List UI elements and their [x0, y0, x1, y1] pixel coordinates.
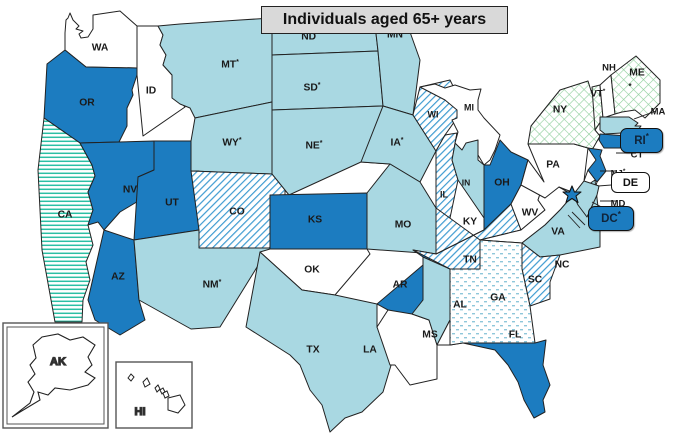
svg-text:GA: GA — [490, 293, 506, 304]
svg-text:NV: NV — [123, 185, 137, 196]
svg-text:NH: NH — [602, 63, 616, 74]
svg-text:MI: MI — [464, 102, 474, 112]
svg-text:OR: OR — [79, 98, 95, 109]
svg-text:IL: IL — [440, 189, 449, 199]
svg-text:AR: AR — [393, 280, 408, 291]
svg-text:TN: TN — [463, 255, 477, 266]
svg-text:VA: VA — [551, 227, 565, 238]
svg-text:CA: CA — [58, 210, 73, 221]
svg-text:SC: SC — [528, 275, 543, 286]
svg-text:ID: ID — [146, 86, 156, 97]
svg-text:AK: AK — [50, 356, 66, 368]
svg-text:TX: TX — [306, 345, 319, 356]
svg-text:OH: OH — [494, 178, 509, 189]
svg-text:FL: FL — [509, 330, 522, 341]
svg-text:IN: IN — [462, 177, 471, 187]
svg-text:MS: MS — [422, 330, 438, 341]
svg-text:UT: UT — [165, 198, 179, 209]
svg-text:WA: WA — [92, 43, 109, 54]
svg-text:KY: KY — [463, 217, 477, 228]
svg-text:LA: LA — [363, 345, 377, 356]
svg-text:AL: AL — [453, 300, 467, 311]
svg-text:PA: PA — [546, 160, 560, 171]
svg-text:KS: KS — [308, 215, 322, 226]
svg-text:NC: NC — [555, 260, 570, 271]
svg-text:ME: ME — [629, 68, 645, 79]
svg-text:WI: WI — [428, 109, 439, 119]
svg-text:CO: CO — [229, 207, 244, 218]
svg-text:OK: OK — [304, 265, 320, 276]
svg-text:AZ: AZ — [111, 272, 125, 283]
svg-text:HI: HI — [135, 406, 146, 418]
svg-text:NY: NY — [553, 105, 567, 116]
svg-text:WV: WV — [522, 208, 539, 219]
svg-text:MA: MA — [651, 107, 666, 118]
svg-text:MO: MO — [395, 220, 412, 231]
